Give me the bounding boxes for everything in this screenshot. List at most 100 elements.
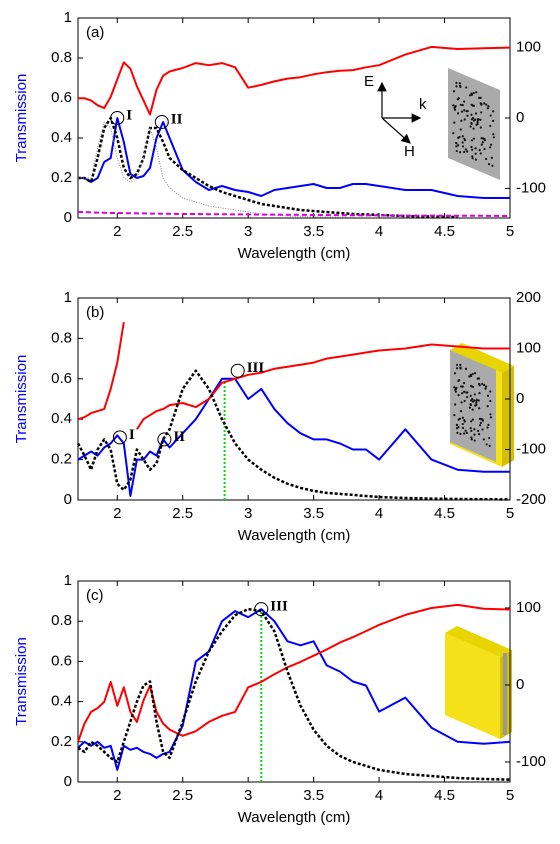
dot xyxy=(476,122,479,126)
dot xyxy=(457,394,460,397)
y-tick-label: 1 xyxy=(64,9,72,26)
dot xyxy=(459,385,463,388)
dot xyxy=(468,94,472,97)
dot xyxy=(481,382,484,385)
dot xyxy=(461,385,464,388)
dot xyxy=(492,133,495,136)
x-tick-label: 4 xyxy=(375,223,383,240)
dot xyxy=(455,85,458,88)
x-tick-label: 5 xyxy=(506,505,514,522)
dot xyxy=(475,401,478,404)
inset-c xyxy=(445,626,512,739)
dot xyxy=(471,400,475,403)
x-tick-label: 3 xyxy=(244,223,252,240)
y2-tick-label: -100 xyxy=(516,179,546,196)
dot xyxy=(461,392,464,395)
marker xyxy=(110,111,125,125)
dot xyxy=(485,103,488,106)
marker-label: III xyxy=(247,360,265,376)
series-line xyxy=(77,608,511,771)
dot xyxy=(471,117,475,120)
dot xyxy=(478,96,481,100)
y-tick-label: 0.4 xyxy=(51,410,72,427)
dot xyxy=(455,81,458,85)
marker xyxy=(154,115,169,129)
dot xyxy=(486,405,489,408)
dot xyxy=(471,398,474,401)
dot xyxy=(482,438,486,441)
plot-frame xyxy=(77,297,511,501)
dot xyxy=(480,417,483,421)
x-tick-label: 2 xyxy=(113,787,121,804)
dot xyxy=(465,110,468,113)
field-label: H xyxy=(404,143,415,160)
x-axis-label: Wavelength (cm) xyxy=(238,527,351,544)
dot xyxy=(470,113,473,116)
dot xyxy=(492,119,495,122)
series-line xyxy=(77,377,510,497)
dot xyxy=(468,406,472,409)
dot xyxy=(480,103,483,106)
y-tick-label: 0.6 xyxy=(51,89,72,106)
dot xyxy=(472,91,475,95)
dot xyxy=(459,103,462,106)
x-tick-label: 3 xyxy=(244,505,252,522)
dot xyxy=(461,135,464,138)
dot xyxy=(477,399,480,402)
dot xyxy=(489,416,493,419)
dot xyxy=(466,150,469,153)
dot xyxy=(473,428,476,431)
y2-tick-label: -100 xyxy=(516,440,546,457)
dot xyxy=(453,413,456,417)
dot xyxy=(486,426,489,429)
dot xyxy=(452,90,456,93)
dot xyxy=(490,156,494,159)
dot xyxy=(481,141,484,144)
dot xyxy=(474,112,478,115)
x-tick-label: 4 xyxy=(375,505,383,522)
dot xyxy=(470,438,473,441)
dot xyxy=(480,143,483,146)
marker xyxy=(230,363,245,378)
series-line xyxy=(78,211,511,217)
dot xyxy=(470,420,473,423)
dot xyxy=(492,110,495,113)
dot xyxy=(488,146,492,149)
dot xyxy=(456,363,459,366)
x-tick-label: 3.5 xyxy=(303,505,324,522)
dot xyxy=(463,399,466,403)
dot xyxy=(461,145,465,148)
dot xyxy=(489,114,492,117)
panel-label: (b) xyxy=(86,304,104,321)
y-tick-label: 0.6 xyxy=(51,652,72,669)
x-tick-label: 4.5 xyxy=(434,505,455,522)
dot xyxy=(477,117,480,121)
dot xyxy=(470,429,473,432)
series-line xyxy=(77,607,511,781)
dot xyxy=(470,121,473,125)
dot xyxy=(480,111,483,114)
dot xyxy=(456,431,459,434)
series-line xyxy=(77,322,510,430)
x-tick-label: 2.5 xyxy=(172,787,193,804)
dot xyxy=(470,385,473,388)
series-line xyxy=(78,116,458,219)
dot xyxy=(457,425,460,429)
field-label: k xyxy=(419,96,427,113)
inset-a xyxy=(377,68,500,180)
dot xyxy=(488,436,491,440)
dot xyxy=(483,102,486,105)
dot xyxy=(474,158,477,161)
dot xyxy=(487,423,490,426)
dot xyxy=(475,398,478,401)
dot xyxy=(468,375,471,378)
dot xyxy=(459,151,462,154)
x-tick-label: 2 xyxy=(113,505,121,522)
y-axis-label: Transmission xyxy=(13,355,30,444)
dot xyxy=(477,429,480,432)
y-tick-label: 0.8 xyxy=(51,612,72,629)
x-tick-label: 3 xyxy=(244,787,252,804)
x-axis-label: Wavelength (cm) xyxy=(238,245,351,262)
dot xyxy=(473,372,477,375)
marker xyxy=(157,432,172,447)
